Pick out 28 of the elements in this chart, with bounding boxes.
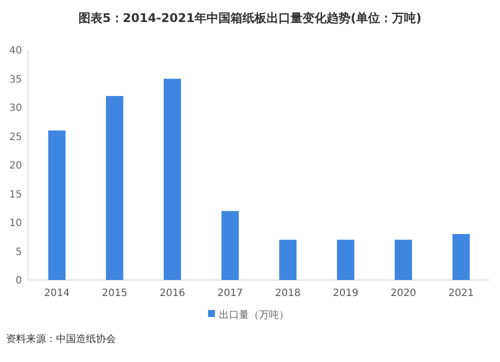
y-tick-label: 20 xyxy=(9,160,22,172)
y-tick-label: 5 xyxy=(16,246,22,258)
chart-title: 图表5：2014-2021年中国箱纸板出口量变化趋势(单位：万吨) xyxy=(78,11,422,25)
x-tick-label: 2018 xyxy=(275,288,301,299)
bar xyxy=(279,240,297,280)
legend-label: 出口量（万吨） xyxy=(219,309,289,321)
x-tick-label: 2021 xyxy=(448,288,474,299)
x-tick-label: 2014 xyxy=(44,288,70,299)
bar xyxy=(48,130,66,280)
x-tick-label: 2019 xyxy=(332,288,358,299)
y-tick-label: 10 xyxy=(9,218,22,229)
y-tick-label: 0 xyxy=(16,276,22,286)
x-tick-label: 2015 xyxy=(102,288,128,299)
x-tick-label: 2016 xyxy=(160,288,186,299)
bar xyxy=(106,96,124,280)
text: 资料来源：中国造纸协会 xyxy=(6,333,116,345)
bar xyxy=(164,78,182,280)
y-tick-label: 30 xyxy=(9,103,22,114)
x-tick-label: 2020 xyxy=(390,288,416,299)
y-tick-label: 35 xyxy=(9,74,22,86)
y-tick-label: 40 xyxy=(9,46,22,56)
bar xyxy=(394,240,412,280)
bar xyxy=(452,234,470,280)
bar xyxy=(336,240,354,280)
y-tick-label: 25 xyxy=(9,132,22,143)
bar xyxy=(221,211,239,280)
y-tick-label: 15 xyxy=(9,189,22,200)
x-tick-label: 2017 xyxy=(217,288,243,299)
